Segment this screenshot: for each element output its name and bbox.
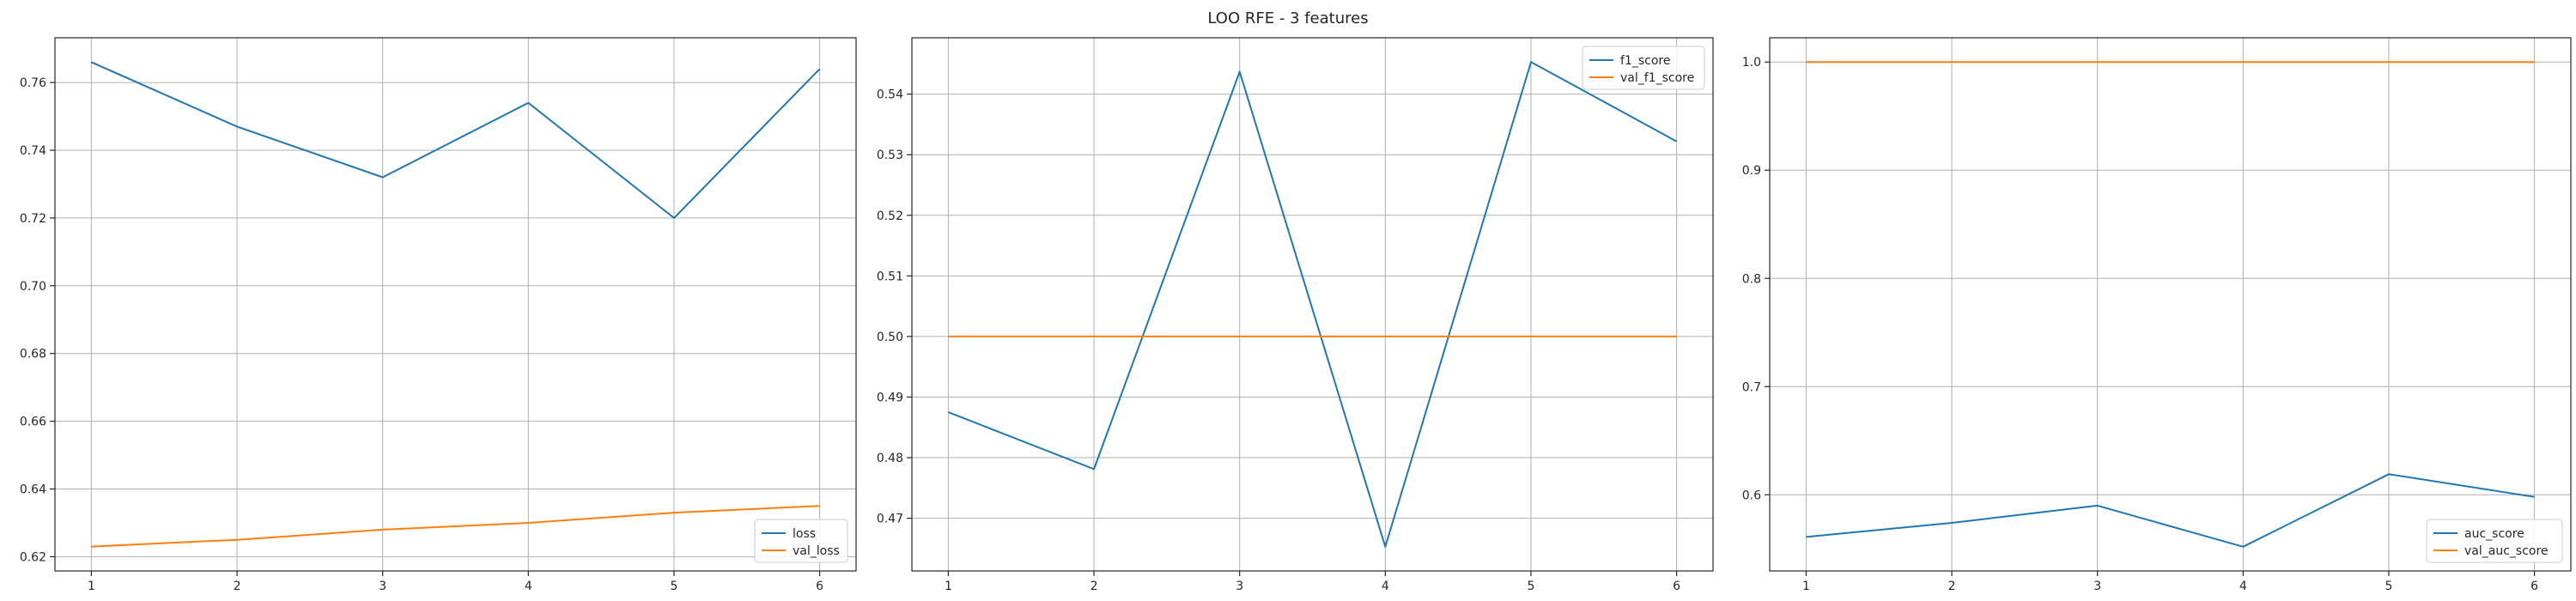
y-tick-label: 0.74 bbox=[20, 144, 46, 158]
x-tick-label: 5 bbox=[2385, 580, 2392, 593]
y-tick-label: 0.62 bbox=[20, 550, 46, 564]
y-tick-label: 0.53 bbox=[877, 149, 903, 162]
legend-label-val_auc_score: val_auc_score bbox=[2464, 544, 2549, 558]
legend-label-auc_score: auc_score bbox=[2464, 527, 2524, 541]
y-tick-label: 0.72 bbox=[20, 212, 46, 226]
x-tick-label: 3 bbox=[379, 580, 386, 593]
x-tick-label: 1 bbox=[1802, 580, 1810, 593]
axes-frame bbox=[1769, 37, 2572, 572]
legend: f1_score val_f1_score bbox=[1582, 46, 1705, 90]
axes-frame bbox=[54, 37, 857, 572]
legend-label-loss: loss bbox=[793, 527, 816, 541]
y-tick-label: 0.66 bbox=[20, 416, 46, 429]
x-tick-label: 3 bbox=[2093, 580, 2101, 593]
x-tick-label: 5 bbox=[1527, 580, 1534, 593]
x-tick-label: 4 bbox=[2239, 580, 2247, 593]
x-tick-label: 6 bbox=[2530, 580, 2538, 593]
subplot-3: 1 2 3 4 5 6 0.6 0.7 0.8 0.9 1.0 auc_score val_auc_sc… bbox=[1742, 37, 2572, 593]
legend-label-val_loss: val_loss bbox=[793, 544, 840, 558]
x-tick-label: 3 bbox=[1236, 580, 1243, 593]
x-tick-label: 6 bbox=[1673, 580, 1680, 593]
y-tick-label: 0.6 bbox=[1742, 489, 1761, 502]
series-line-f1_score bbox=[948, 61, 1678, 548]
x-tick-label: 2 bbox=[234, 580, 241, 593]
legend: auc_score val_auc_score bbox=[2426, 519, 2563, 563]
y-tick-label: 0.49 bbox=[877, 391, 903, 404]
legend-box bbox=[754, 519, 848, 563]
x-tick-label: 4 bbox=[1382, 580, 1389, 593]
y-tick-label: 0.7 bbox=[1742, 380, 1761, 394]
legend-box bbox=[1582, 46, 1705, 90]
series-line-val_loss bbox=[91, 505, 820, 548]
y-tick-label: 0.48 bbox=[877, 452, 903, 465]
y-tick-label: 0.51 bbox=[877, 270, 903, 283]
y-tick-label: 0.47 bbox=[877, 513, 903, 526]
y-tick-label: 0.52 bbox=[877, 209, 903, 223]
y-tick-label: 0.8 bbox=[1742, 272, 1761, 286]
series-line-auc_score bbox=[1806, 473, 2535, 548]
x-tick-label: 4 bbox=[525, 580, 532, 593]
legend-box bbox=[2426, 519, 2563, 563]
x-tick-label: 5 bbox=[670, 580, 677, 593]
y-tick-label: 0.54 bbox=[877, 88, 903, 102]
y-tick-label: 0.76 bbox=[20, 76, 46, 90]
y-tick-label: 0.68 bbox=[20, 348, 46, 361]
y-tick-label: 1.0 bbox=[1742, 56, 1761, 70]
y-tick-label: 0.64 bbox=[20, 483, 46, 497]
legend-label-f1_score: f1_score bbox=[1620, 54, 1670, 68]
legend-label-val_f1_score: val_f1_score bbox=[1620, 71, 1694, 85]
x-tick-label: 6 bbox=[816, 580, 823, 593]
x-tick-label: 2 bbox=[1948, 580, 1956, 593]
axes-frame bbox=[911, 37, 1714, 572]
x-tick-label: 2 bbox=[1091, 580, 1098, 593]
y-tick-label: 0.9 bbox=[1742, 164, 1761, 178]
legend: loss val_loss bbox=[754, 519, 848, 563]
y-tick-label: 0.50 bbox=[877, 331, 903, 344]
series-line-loss bbox=[90, 61, 821, 219]
y-tick-label: 0.70 bbox=[20, 280, 46, 294]
x-tick-label: 1 bbox=[945, 580, 952, 593]
x-tick-label: 1 bbox=[88, 580, 95, 593]
subplot-2: 1 2 3 4 5 6 0.47 0.48 0.49 0.50 0.51 0.52 0.53 0.54 f1… bbox=[877, 37, 1714, 593]
subplot-1: 1 2 3 4 5 6 0.62 0.64 0.66 0.68 0.70 0.72 0.74 0.76 lo… bbox=[20, 37, 857, 593]
figure-title: LOO RFE - 3 features bbox=[1207, 9, 1368, 27]
